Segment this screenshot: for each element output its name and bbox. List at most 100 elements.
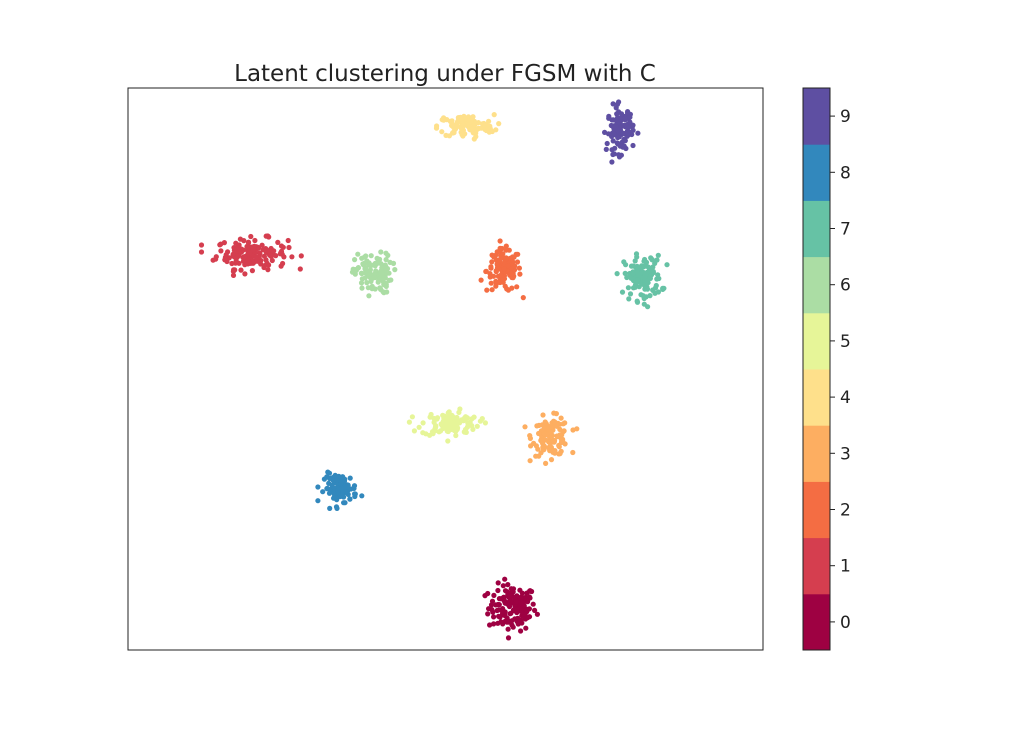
scatter-point xyxy=(462,426,469,433)
scatter-point xyxy=(548,457,555,463)
scatter-point xyxy=(368,262,374,268)
scatter-point xyxy=(555,433,561,439)
scatter-point xyxy=(338,478,344,484)
cluster-6 xyxy=(349,249,398,299)
colorbar-tick-label: 8 xyxy=(840,163,851,183)
scatter-point xyxy=(502,576,508,582)
scatter-point xyxy=(644,269,650,275)
scatter-point xyxy=(327,505,333,511)
scatter-point xyxy=(242,271,248,277)
scatter-point xyxy=(630,271,636,277)
plot-background xyxy=(128,88,763,650)
scatter-point xyxy=(368,278,374,284)
scatter-point xyxy=(639,264,645,270)
scatter-point xyxy=(556,444,562,450)
scatter-point xyxy=(213,254,219,260)
scatter-point xyxy=(471,414,477,420)
scatter-point xyxy=(329,482,335,488)
scatter-point xyxy=(622,115,628,122)
scatter-point xyxy=(641,295,647,302)
scatter-point xyxy=(352,491,358,497)
colorbar-segment-8 xyxy=(803,144,830,201)
scatter-point xyxy=(285,237,291,244)
scatter-point xyxy=(331,490,337,496)
scatter-point xyxy=(392,267,398,273)
scatter-point xyxy=(491,621,497,627)
scatter-point xyxy=(266,234,272,240)
scatter-point xyxy=(512,263,518,269)
scatter-point xyxy=(641,301,647,307)
scatter-point xyxy=(334,497,340,503)
scatter-point xyxy=(478,277,484,283)
scatter-point xyxy=(642,278,648,284)
scatter-point xyxy=(241,254,248,260)
scatter-point xyxy=(526,594,533,600)
scatter-point xyxy=(365,269,371,275)
scatter-point xyxy=(321,476,327,482)
scatter-point xyxy=(616,154,623,160)
scatter-point xyxy=(451,128,457,134)
scatter-point xyxy=(553,411,560,417)
scatter-point xyxy=(351,485,357,491)
scatter-point xyxy=(610,101,616,107)
scatter-point xyxy=(574,426,580,432)
scatter-point xyxy=(625,285,632,291)
scatter-point xyxy=(635,277,641,283)
scatter-point xyxy=(232,267,238,273)
scatter-point xyxy=(254,258,260,264)
colorbar-tick-label: 5 xyxy=(840,332,851,352)
scatter-point xyxy=(655,289,662,295)
scatter-point xyxy=(516,265,523,271)
scatter-point xyxy=(633,251,640,257)
scatter-point xyxy=(505,635,512,641)
scatter-point xyxy=(522,424,528,430)
scatter-point xyxy=(250,247,256,253)
scatter-point xyxy=(634,298,640,304)
cluster-7 xyxy=(614,251,670,310)
scatter-point xyxy=(505,582,511,588)
scatter-point xyxy=(427,432,433,438)
scatter-point xyxy=(510,624,516,630)
scatter-point xyxy=(501,266,507,272)
scatter-point xyxy=(347,496,353,502)
scatter-point xyxy=(368,253,374,259)
scatter-point xyxy=(532,607,538,614)
scatter-point xyxy=(489,287,495,293)
scatter-point xyxy=(570,449,576,456)
scatter-point xyxy=(237,236,243,242)
colorbar: 0 1 2 3 4 5 6 7 8 9 xyxy=(802,87,851,651)
scatter-point xyxy=(198,249,205,255)
colorbar-segment-0 xyxy=(803,593,830,651)
scatter-point xyxy=(514,593,520,599)
scatter-point xyxy=(244,243,250,250)
scatter-point xyxy=(440,412,446,418)
scatter-point xyxy=(622,270,628,276)
scatter-point xyxy=(552,419,558,425)
scatter-point xyxy=(623,262,629,268)
colorbar-tick-label: 4 xyxy=(840,388,851,408)
scatter-point xyxy=(364,280,370,286)
scatter-point xyxy=(376,278,382,284)
scatter-point xyxy=(654,257,660,263)
scatter-point xyxy=(359,285,365,291)
cluster-9 xyxy=(602,99,641,165)
scatter-point xyxy=(541,431,548,437)
scatter-point xyxy=(552,450,558,456)
colorbar-frame xyxy=(802,87,831,651)
scatter-point xyxy=(530,601,536,607)
scatter-point xyxy=(233,240,239,246)
scatter-point xyxy=(482,420,488,426)
cluster-0 xyxy=(482,576,541,641)
scatter-point xyxy=(494,249,500,255)
scatter-point xyxy=(503,243,509,249)
scatter-point xyxy=(612,145,618,151)
scatter-point xyxy=(320,489,326,495)
scatter-point xyxy=(503,256,509,262)
scatter-point xyxy=(433,125,440,131)
scatter-point xyxy=(482,593,488,599)
scatter-point xyxy=(463,414,469,420)
scatter-point xyxy=(613,124,619,130)
scatter-point xyxy=(240,258,247,264)
scatter-point xyxy=(560,421,566,427)
scatter-point xyxy=(358,270,364,276)
